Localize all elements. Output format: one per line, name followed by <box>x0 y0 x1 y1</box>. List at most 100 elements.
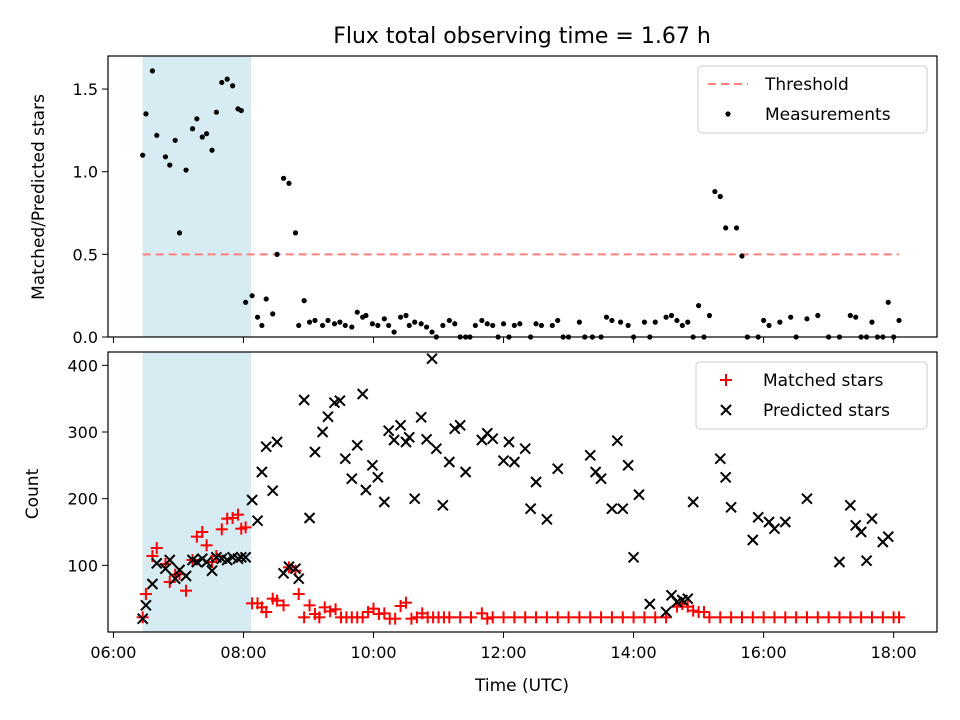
matched-point <box>497 611 510 624</box>
measurement-point <box>143 111 149 117</box>
predicted-point <box>519 442 531 455</box>
predicted-point <box>339 452 352 465</box>
predicted-point <box>541 513 553 526</box>
predicted-point <box>801 492 813 505</box>
predicted-point-b <box>860 554 873 567</box>
measurement-point <box>286 180 292 186</box>
measurement-point <box>706 312 713 319</box>
predicted-point-b <box>256 466 268 478</box>
measurement-point <box>172 137 178 143</box>
measurement-point <box>777 319 783 325</box>
matched-point <box>150 542 163 554</box>
predicted-point <box>346 472 358 485</box>
measurement-point <box>259 322 265 329</box>
measurement-point <box>274 251 280 257</box>
predicted-point <box>283 560 295 573</box>
predicted-point-b <box>855 526 867 538</box>
measurement-point <box>342 322 348 329</box>
matched-point <box>811 611 824 624</box>
matched-point <box>465 611 478 624</box>
predicted-point-b <box>687 496 699 508</box>
matched-point <box>180 584 193 597</box>
bottom-y-axis-label: Count <box>23 468 43 519</box>
predicted-point <box>860 554 873 567</box>
legend-matched-label: Matched stars <box>763 371 883 391</box>
predicted-point-b <box>267 484 279 497</box>
matched-point <box>790 611 803 624</box>
matched-point <box>486 611 499 624</box>
x-tick-label: 16:00 <box>741 643 787 662</box>
predicted-point <box>206 564 218 577</box>
predicted-point <box>779 516 791 528</box>
legend-matched-swatch <box>720 374 732 386</box>
matched-point <box>638 611 651 624</box>
matched-point <box>324 605 337 618</box>
predicted-point-b <box>366 459 379 472</box>
measurement-point <box>213 109 219 115</box>
matched-point <box>698 606 711 618</box>
matched-point <box>313 611 326 624</box>
matched-point <box>196 526 209 538</box>
predicted-point <box>611 434 624 447</box>
predicted-point-b <box>271 436 283 448</box>
predicted-point <box>714 452 726 465</box>
matched-point <box>356 611 369 624</box>
predicted-point <box>443 456 456 468</box>
matched-point <box>876 611 889 624</box>
matched-point <box>855 611 868 624</box>
matched-point <box>260 606 273 618</box>
predicted-point <box>415 411 427 424</box>
matched-point <box>239 521 252 534</box>
matched-point <box>768 611 781 624</box>
matched-point <box>405 612 418 625</box>
predicted-point-b <box>844 499 857 512</box>
predicted-point <box>595 472 607 485</box>
measurement-point <box>479 317 485 324</box>
predicted-point-b <box>169 572 181 585</box>
predicted-point <box>303 512 316 524</box>
predicted-point-b <box>415 411 427 424</box>
predicted-point-b <box>159 562 172 575</box>
predicted-point <box>289 562 302 575</box>
measurement-point <box>766 322 772 329</box>
matched-point <box>627 611 640 624</box>
measurement-point <box>674 317 680 324</box>
bottom-legend-box <box>695 361 928 430</box>
predicted-point <box>372 471 384 484</box>
predicted-point-b <box>206 564 218 577</box>
predicted-point <box>449 422 461 435</box>
predicted-point <box>316 426 329 438</box>
matched-point <box>454 611 467 624</box>
predicted-point-b <box>449 422 461 435</box>
matched-point <box>481 612 494 625</box>
measurement-point <box>896 317 902 324</box>
predicted-point <box>271 436 283 448</box>
legend-measurements-label: Measurements <box>765 105 891 125</box>
predicted-point-b <box>541 513 553 526</box>
predicted-point-b <box>191 556 203 568</box>
x-tick-label: 10:00 <box>350 643 396 662</box>
measurement-point <box>815 312 821 319</box>
matched-point <box>271 594 284 607</box>
top-panel: 0.0 0.5 1.0 1.5 <box>73 55 938 347</box>
predicted-point <box>146 578 159 590</box>
measurement-point <box>723 225 729 231</box>
predicted-point <box>747 534 759 546</box>
predicted-point <box>298 394 310 406</box>
predicted-point <box>403 431 415 444</box>
predicted-point-b <box>530 476 542 488</box>
predicted-point-b <box>221 554 233 566</box>
matched-point <box>389 612 402 625</box>
predicted-point <box>552 462 564 475</box>
measurement-point <box>189 126 196 132</box>
matched-point <box>475 607 488 620</box>
predicted-point <box>235 551 247 564</box>
measurement-point <box>381 316 387 322</box>
predicted-point <box>200 556 213 568</box>
matched-point <box>232 508 245 521</box>
measurement-point <box>695 302 702 309</box>
measurement-point <box>209 147 215 153</box>
measurement-point <box>254 314 261 320</box>
predicted-point <box>530 476 542 488</box>
measurement-point <box>712 188 718 195</box>
